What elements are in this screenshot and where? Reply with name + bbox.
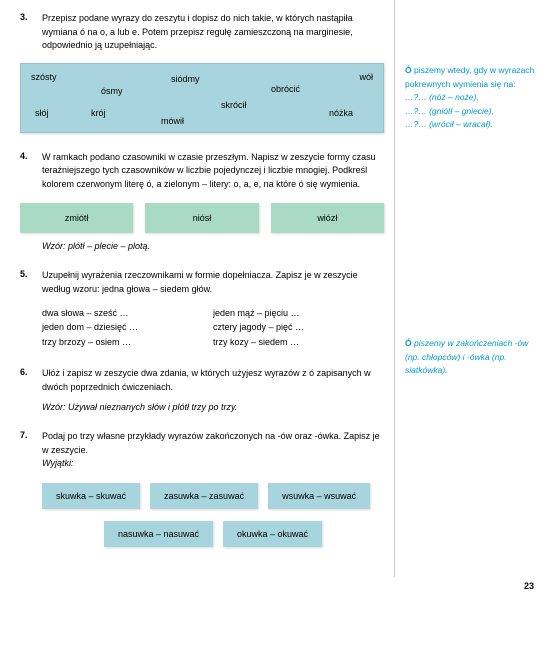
cloud-word: wół xyxy=(359,72,373,82)
right-col: jeden mąż – pięciu … cztery jagody – pię… xyxy=(213,306,384,349)
accent-o: Ó xyxy=(405,65,412,75)
exercise-6: 6. Ułóż i zapisz w zeszycie dwa zdania, … xyxy=(20,367,384,412)
list-item: trzy kozy – siedem … xyxy=(213,335,384,349)
exercise-3: 3. Przepisz podane wyrazy do zeszytu i d… xyxy=(20,12,384,133)
side-line: …?… (wrócił – wracał). xyxy=(405,119,493,129)
accent-o: Ó xyxy=(405,338,412,348)
ex-number: 6. xyxy=(20,367,42,394)
side-note-1: Ó piszemy wtedy, gdy w wyrazach pokrewny… xyxy=(405,64,535,132)
list-item: jeden mąż – pięciu … xyxy=(213,306,384,320)
cloud-word: krój xyxy=(91,108,106,118)
ex-number: 7. xyxy=(20,430,42,471)
list-item: dwa słowa – sześć … xyxy=(42,306,213,320)
ex-text-a: Podaj po trzy własne przykłady wyrazów z… xyxy=(42,431,380,455)
list-item: jeden dom – dziesięć … xyxy=(42,320,213,334)
ex-text: Podaj po trzy własne przykłady wyrazów z… xyxy=(42,430,384,471)
blue-box: nasuwka – nasuwać xyxy=(104,521,213,547)
side-line: …?… (gniótł – gniecie), xyxy=(405,106,494,116)
ex-text: Uzupełnij wyrażenia rzeczownikami w form… xyxy=(42,269,384,296)
blue-box: zasuwka – zasuwać xyxy=(150,483,258,509)
side-text: piszemy wtedy, gdy w wyrazach pokrewnych… xyxy=(405,65,534,89)
ex-number: 4. xyxy=(20,151,42,192)
cloud-word: ósmy xyxy=(101,86,123,96)
ex-number: 5. xyxy=(20,269,42,296)
ex-number: 3. xyxy=(20,12,42,53)
ex-text: Ułóż i zapisz w zeszycie dwa zdania, w k… xyxy=(42,367,384,394)
side-text: piszemy w zakończeniach -ów (np. chłopcó… xyxy=(405,338,528,375)
cloud-word: szósty xyxy=(31,72,57,82)
blue-box: okuwka – okuwać xyxy=(223,521,322,547)
blue-boxes: skuwka – skuwać zasuwka – zasuwać wsuwka… xyxy=(42,483,384,509)
green-box: wiózł xyxy=(271,203,384,233)
ex-text-b: Wyjątki: xyxy=(42,458,74,468)
ex-text: Przepisz podane wyrazy do zeszytu i dopi… xyxy=(42,12,384,53)
page-number: 23 xyxy=(0,577,548,599)
cloud-word: mówił xyxy=(161,116,184,126)
main-column: 3. Przepisz podane wyrazy do zeszytu i d… xyxy=(0,0,395,577)
wzor-text: Wzór: Używał nieznanych słów i plótł trz… xyxy=(42,402,384,412)
green-box: zmiótł xyxy=(20,203,133,233)
cloud-word: słój xyxy=(35,108,49,118)
cloud-word: siódmy xyxy=(171,74,200,84)
exercise-4: 4. W ramkach podano czasowniki w czasie … xyxy=(20,151,384,252)
list-item: trzy brzozy – osiem … xyxy=(42,335,213,349)
side-note-2: Ó piszemy w zakończeniach -ów (np. chłop… xyxy=(405,337,535,378)
blue-boxes-row2: nasuwka – nasuwać okuwka – okuwać xyxy=(42,521,384,547)
cloud-word: skrócił xyxy=(221,100,247,110)
ex-text: W ramkach podano czasowniki w czasie prz… xyxy=(42,151,384,192)
green-boxes: zmiótł niósł wiózł xyxy=(20,203,384,233)
cloud-word: nóżka xyxy=(329,108,353,118)
blue-box: wsuwka – wsuwać xyxy=(268,483,370,509)
exercise-5: 5. Uzupełnij wyrażenia rzeczownikami w f… xyxy=(20,269,384,349)
exercise-7: 7. Podaj po trzy własne przykłady wyrazó… xyxy=(20,430,384,547)
wzor-text: Wzór: plótł – plecie – plotą. xyxy=(42,241,384,251)
cloud-word: obrócić xyxy=(271,84,300,94)
green-box: niósł xyxy=(145,203,258,233)
blue-box: skuwka – skuwać xyxy=(42,483,140,509)
list-item: cztery jagody – pięć … xyxy=(213,320,384,334)
word-cloud: szósty ósmy siódmy obrócić wół słój krój… xyxy=(20,63,384,133)
side-line: …?… (nóż – noże), xyxy=(405,92,479,102)
left-col: dwa słowa – sześć … jeden dom – dziesięć… xyxy=(42,306,213,349)
side-column: Ó piszemy wtedy, gdy w wyrazach pokrewny… xyxy=(395,0,545,577)
two-columns: dwa słowa – sześć … jeden dom – dziesięć… xyxy=(42,306,384,349)
